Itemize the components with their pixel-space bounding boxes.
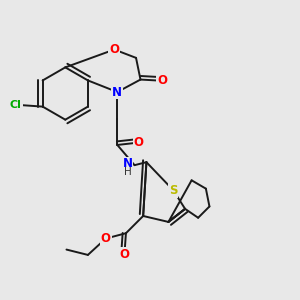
Text: O: O: [134, 136, 144, 149]
Text: O: O: [157, 74, 167, 87]
Text: O: O: [119, 248, 129, 261]
Text: N: N: [112, 85, 122, 98]
Text: O: O: [101, 232, 111, 245]
Text: N: N: [122, 158, 132, 170]
Text: H: H: [124, 167, 131, 177]
Text: Cl: Cl: [10, 100, 22, 110]
Text: S: S: [169, 184, 177, 196]
Text: O: O: [109, 43, 119, 56]
